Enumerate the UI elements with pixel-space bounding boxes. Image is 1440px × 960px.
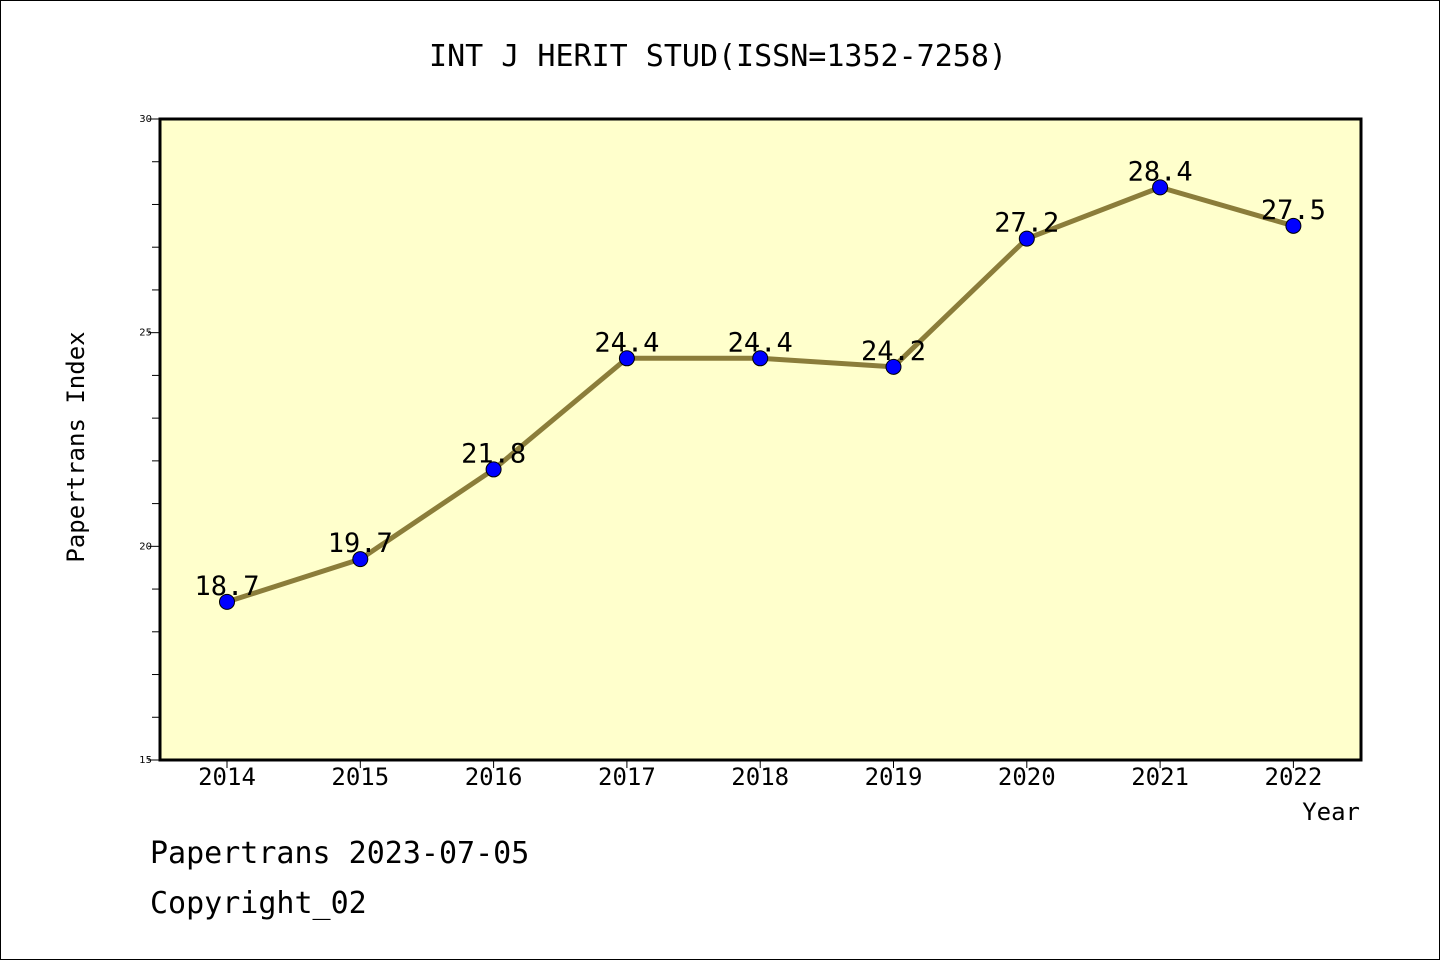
data-label: 24.4 (728, 327, 793, 358)
y-tick-label: 20 (139, 541, 152, 552)
x-tick-label: 2017 (598, 763, 656, 791)
data-point (1018, 230, 1035, 247)
data-label: 27.5 (1261, 195, 1326, 226)
x-tick-label: 2016 (465, 763, 523, 791)
x-tick-label: 2019 (865, 763, 923, 791)
x-tick-label: 2018 (731, 763, 789, 791)
data-label: 28.4 (1128, 156, 1193, 187)
footer-copyright: Copyright_02 (150, 886, 367, 921)
data-point (352, 551, 369, 568)
data-label: 24.4 (594, 327, 659, 358)
x-tick-label: 2015 (331, 763, 389, 791)
data-point (752, 350, 769, 367)
footer-date: Papertrans 2023-07-05 (150, 836, 530, 871)
data-label: 24.2 (861, 336, 926, 367)
x-tick-label: 2014 (198, 763, 256, 791)
data-label: 27.2 (994, 208, 1059, 239)
data-point (1285, 217, 1302, 234)
y-tick-label: 25 (139, 328, 152, 339)
series-group (219, 179, 1302, 610)
data-label: 21.8 (461, 438, 526, 469)
x-tick-label: 2021 (1131, 763, 1189, 791)
y-axis: 15 20 25 30 (139, 114, 160, 766)
chart-title: INT J HERIT STUD(ISSN=1352-7258) (429, 39, 1007, 74)
x-tick-label: 2022 (1265, 763, 1323, 791)
x-axis-label: Year (1302, 798, 1360, 826)
data-point (885, 358, 902, 375)
x-axis: 2014 2015 2016 2017 2018 2019 2020 2021 2022 (198, 760, 1322, 791)
data-point (219, 593, 235, 610)
data-point (485, 461, 502, 478)
plot-area (158, 117, 1363, 762)
data-point (618, 350, 635, 367)
data-labels: 18.7 19.7 21.8 24.4 24.4 24.2 27.2 28.4 27.5 (194, 156, 1325, 602)
data-point (1152, 179, 1169, 196)
y-tick-label: 30 (139, 114, 152, 125)
data-label: 18.7 (194, 571, 259, 602)
y-tick-label: 15 (139, 755, 152, 766)
x-tick-label: 2020 (998, 763, 1056, 791)
y-axis-label: Papertrans Index (62, 331, 90, 562)
data-label: 19.7 (328, 528, 393, 559)
